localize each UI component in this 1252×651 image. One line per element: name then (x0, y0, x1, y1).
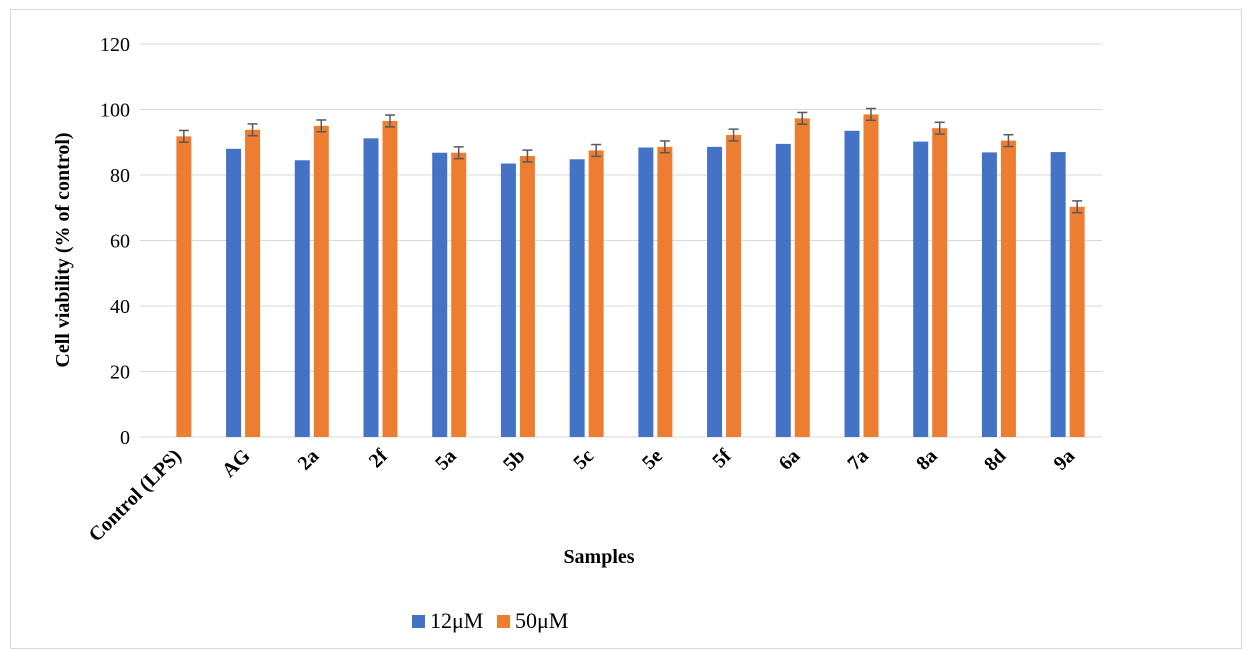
bar-50uM-7a (864, 114, 879, 437)
x-tick-label: 6a (775, 445, 805, 475)
bar-12uM-5c (570, 159, 585, 437)
x-tick-label: 5e (638, 445, 667, 474)
legend: 12μM 50μM (412, 608, 568, 633)
legend-swatch (497, 615, 510, 628)
bar-12uM-8a (913, 142, 928, 437)
bar-12uM-8d (982, 152, 997, 437)
x-tick-label: 9a (1049, 445, 1079, 475)
x-tick-label: 5c (569, 445, 598, 474)
bar-50uM-control-lps- (176, 136, 191, 437)
bar-12uM-5b (501, 164, 516, 437)
x-tick-label: Control (LPS) (85, 445, 186, 546)
bar-50uM-5c (589, 150, 604, 437)
bar-12uM-5f (707, 147, 722, 437)
y-tick-label: 80 (110, 165, 130, 187)
y-tick-label: 100 (100, 100, 130, 122)
bar-50uM-2f (383, 121, 398, 437)
legend-label: 50μM (515, 608, 568, 633)
bar-chart: 0 20 40 60 80 100 120 Control (LPS) AG 2a 2f 5a 5b 5… (11, 10, 1243, 650)
legend-label: 12μM (430, 608, 483, 633)
bar-50uM-8a (932, 128, 947, 437)
bar-50uM-ag (245, 130, 260, 437)
y-tick-label: 0 (120, 427, 130, 449)
bar-50uM-5b (520, 156, 535, 437)
y-tick-label: 120 (100, 34, 130, 56)
bar-12uM-7a (845, 131, 860, 437)
x-tick-label: 5f (708, 445, 736, 473)
gridlines (140, 44, 1102, 437)
bar-12uM-5a (432, 153, 447, 437)
x-tick-label: 2a (294, 445, 324, 475)
x-tick-label: 8a (912, 445, 942, 475)
legend-swatch (412, 615, 425, 628)
bar-50uM-5a (451, 153, 466, 437)
y-tick-label: 20 (110, 362, 130, 384)
y-tick-label: 40 (110, 296, 130, 318)
y-axis-title: Cell viability (% of control) (52, 132, 74, 367)
bar-50uM-9a (1070, 207, 1085, 437)
bar-12uM-5e (638, 147, 653, 437)
bar-50uM-2a (314, 126, 329, 437)
x-tick-label: 7a (843, 445, 873, 475)
bar-50uM-5f (726, 135, 741, 437)
bar-12uM-6a (776, 144, 791, 437)
y-tick-labels: 0 20 40 60 80 100 120 (100, 34, 130, 449)
x-axis-title: Samples (563, 546, 634, 568)
bars (176, 114, 1084, 437)
bar-12uM-9a (1051, 152, 1066, 437)
bar-12uM-2a (295, 160, 310, 437)
bar-50uM-5e (657, 147, 672, 437)
bar-50uM-6a (795, 118, 810, 437)
x-tick-label: 5a (431, 445, 461, 475)
x-tick-label: 5b (499, 445, 529, 475)
x-tick-label: AG (218, 445, 255, 482)
bar-12uM-2f (364, 138, 379, 437)
x-tick-label: 2f (365, 445, 393, 473)
chart-frame: 0 20 40 60 80 100 120 Control (LPS) AG 2a 2f 5a 5b 5… (10, 9, 1242, 649)
y-tick-label: 60 (110, 231, 130, 253)
x-tick-labels: Control (LPS) AG 2a 2f 5a 5b 5c 5e 5f 6a 7a 8a 8d 9a (85, 445, 1080, 547)
bar-12uM-ag (226, 149, 241, 437)
bar-50uM-8d (1001, 141, 1016, 437)
x-tick-label: 8d (980, 445, 1010, 475)
